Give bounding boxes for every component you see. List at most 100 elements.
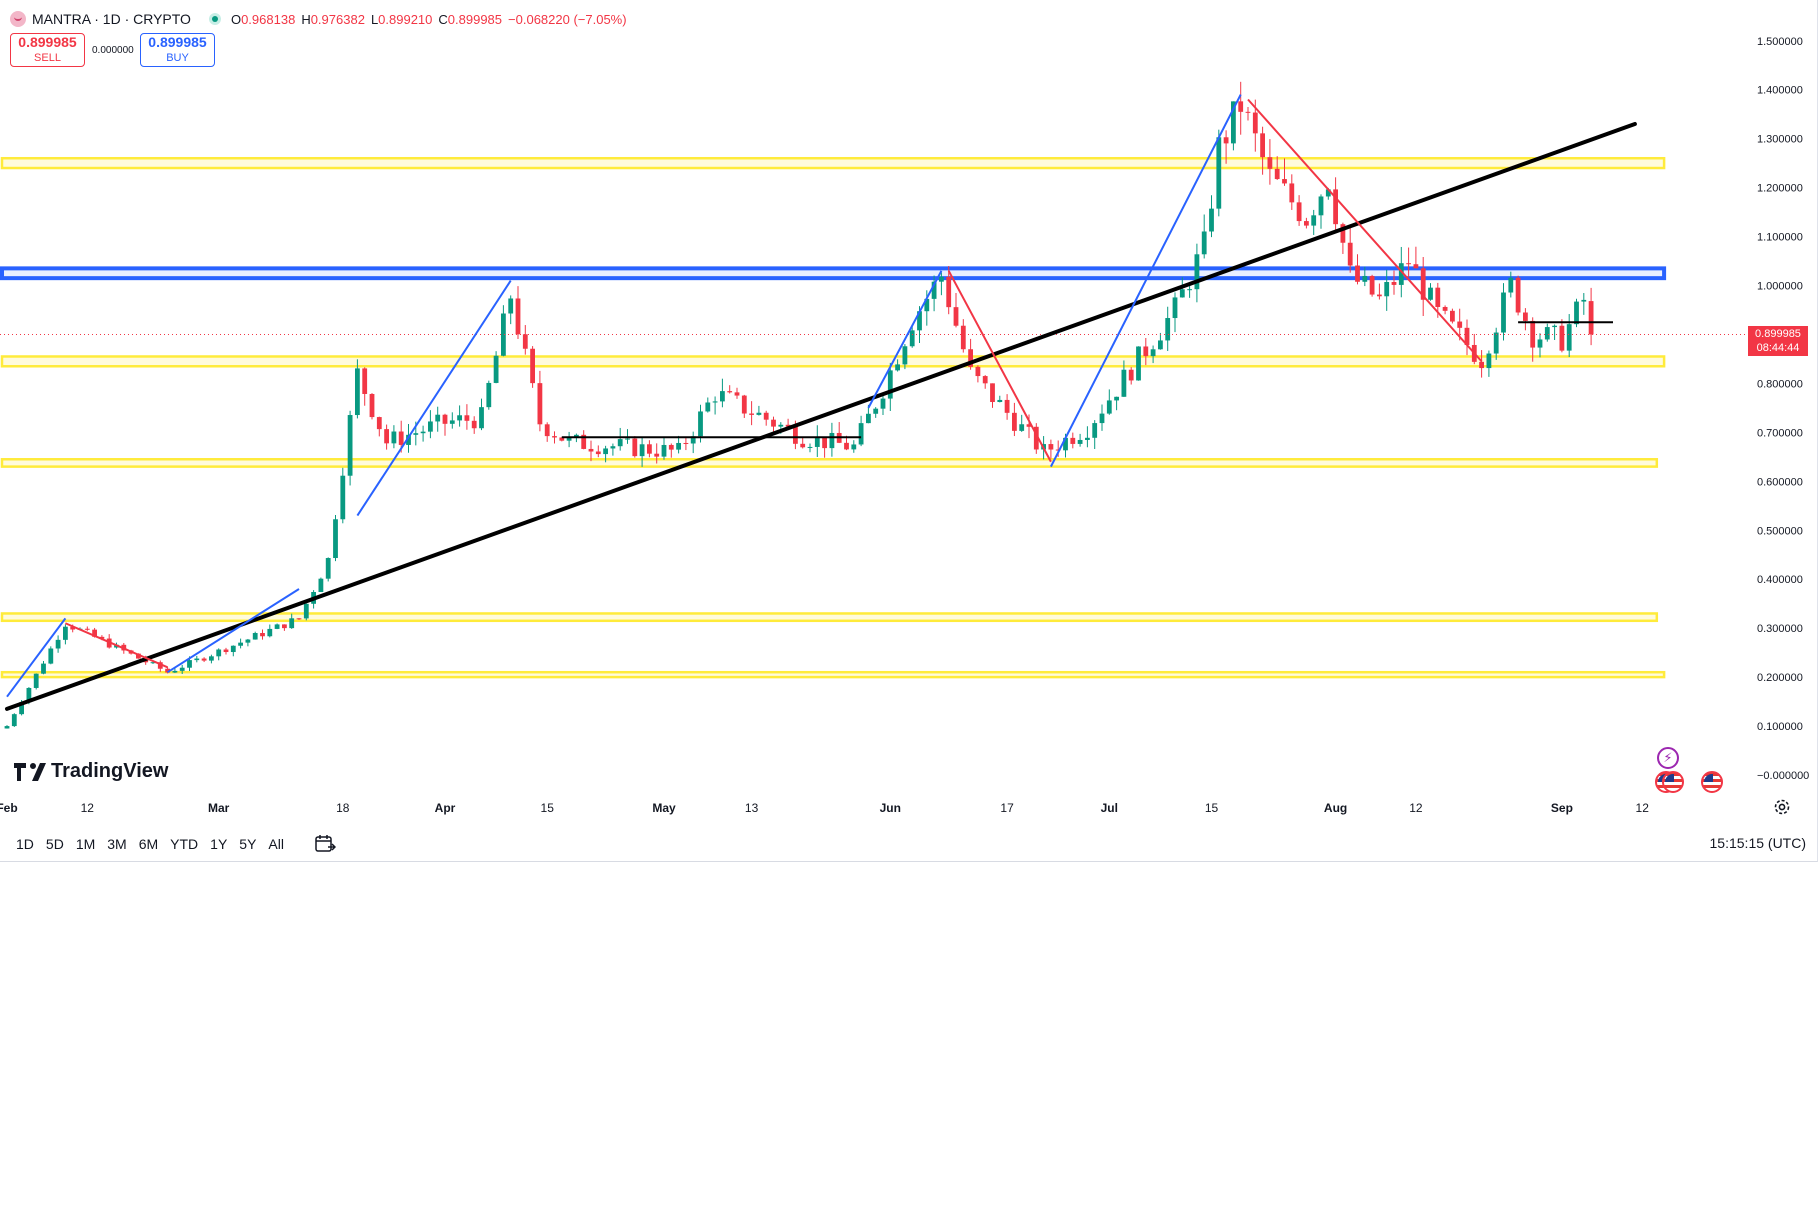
tradingview-logo-icon xyxy=(14,762,46,781)
candle-body xyxy=(1318,196,1324,216)
price-axis-label: 0.400000 xyxy=(1757,574,1803,586)
candle xyxy=(1566,314,1572,358)
candle-body xyxy=(1231,101,1236,144)
candle xyxy=(1282,158,1287,186)
candle xyxy=(1479,350,1484,378)
candle xyxy=(238,638,243,649)
candle-body xyxy=(829,432,835,449)
buy-button[interactable]: 0.899985 BUY xyxy=(140,33,215,67)
candle-body xyxy=(376,417,382,430)
time-axis-label: Aug xyxy=(1324,801,1347,815)
candle-body xyxy=(267,628,273,637)
candle xyxy=(1048,439,1054,459)
candle xyxy=(1471,333,1477,365)
candle-body xyxy=(296,618,302,620)
candle xyxy=(1355,254,1360,285)
candle xyxy=(1588,287,1594,346)
candle xyxy=(690,431,696,454)
candle xyxy=(756,405,762,416)
candle-body xyxy=(384,429,389,444)
candle xyxy=(873,407,879,418)
ohlc-value: 0.968138 xyxy=(241,11,296,27)
time-axis-label: Jun xyxy=(880,801,901,815)
swing-up-line xyxy=(356,280,512,517)
range-button-all[interactable]: All xyxy=(268,836,284,852)
gear-icon[interactable] xyxy=(1772,797,1792,817)
resistance-zone xyxy=(0,266,1667,281)
range-button-1y[interactable]: 1Y xyxy=(210,836,228,852)
candle xyxy=(4,725,10,729)
price-axis-label: 0.800000 xyxy=(1757,378,1803,390)
candle xyxy=(1457,308,1463,341)
range-button-1m[interactable]: 1M xyxy=(75,836,96,852)
utc-clock[interactable]: 15:15:15 (UTC) xyxy=(1709,835,1806,851)
candle-body xyxy=(1574,301,1579,325)
range-button-5y[interactable]: 5Y xyxy=(239,836,257,852)
chart-container[interactable]: 1.500000 1.400000 1.300000 1.200000 1.100000… xyxy=(0,0,1818,862)
candle xyxy=(216,648,222,661)
candle xyxy=(866,404,871,424)
candle xyxy=(610,443,616,456)
time-axis-label: Feb xyxy=(0,801,18,815)
candle xyxy=(1194,243,1200,303)
us-flag-event-icon[interactable] xyxy=(1662,771,1684,793)
candle xyxy=(1019,414,1025,432)
range-button-3m[interactable]: 3M xyxy=(107,836,127,852)
candle-body xyxy=(1384,282,1390,297)
candle xyxy=(165,667,170,674)
candle-body xyxy=(749,413,754,415)
us-flag-event-icon[interactable] xyxy=(1701,771,1723,793)
candle xyxy=(1493,327,1499,360)
support-zone xyxy=(0,156,1666,170)
range-button-6m[interactable]: 6M xyxy=(138,836,159,852)
candle-body xyxy=(355,368,360,416)
time-axis-label: 17 xyxy=(1000,801,1014,815)
symbol-title[interactable]: MANTRA · 1D · CRYPTO xyxy=(32,11,191,27)
candle xyxy=(1428,283,1433,301)
candle-body xyxy=(610,446,616,449)
candle xyxy=(1092,420,1098,450)
candle-body xyxy=(230,645,236,653)
candle xyxy=(537,370,543,432)
candle xyxy=(376,416,382,437)
range-button-1d[interactable]: 1D xyxy=(16,836,34,852)
range-button-ytd[interactable]: YTD xyxy=(170,836,199,852)
candle-body xyxy=(1194,254,1200,290)
candle-body xyxy=(508,298,514,314)
tradingview-logo[interactable]: TradingView xyxy=(14,760,168,783)
price-axis-label: 1.500000 xyxy=(1757,36,1803,48)
candle xyxy=(41,660,46,675)
candle xyxy=(1515,275,1521,316)
ohlc-values: O0.968138 H0.976382 L0.899210 C0.899985 −0.0… xyxy=(231,12,633,27)
symbol-header: MANTRA · 1D · CRYPTO O0.968138 H0.976382 L… xyxy=(10,8,633,30)
candle xyxy=(771,416,776,433)
candle xyxy=(1136,346,1141,381)
candle-body xyxy=(1442,306,1448,311)
candle-body xyxy=(595,451,601,455)
candle-body xyxy=(880,398,886,409)
candle-body xyxy=(756,412,762,415)
range-button-5d[interactable]: 5D xyxy=(45,836,64,852)
price-axis-label: 1.300000 xyxy=(1757,134,1803,146)
candle-body xyxy=(1136,346,1141,381)
candle-body xyxy=(1209,208,1214,232)
candle xyxy=(296,618,302,620)
candle-body xyxy=(165,668,170,673)
candle-body xyxy=(1552,325,1557,328)
candle xyxy=(712,396,718,415)
calendar-range-icon[interactable] xyxy=(314,833,336,855)
time-axis-label: 12 xyxy=(1409,801,1423,815)
candle xyxy=(931,275,937,312)
swing-down-line xyxy=(947,270,1052,463)
candle-body xyxy=(223,649,229,653)
price-chart[interactable]: 1.500000 1.400000 1.300000 1.200000 1.100000… xyxy=(0,0,1818,862)
ohlc-key: H xyxy=(301,11,311,27)
price-axis-label: 0.600000 xyxy=(1757,476,1803,488)
candle-body xyxy=(931,281,937,299)
lightning-event-icon[interactable]: ⚡ xyxy=(1657,747,1679,769)
candle-body xyxy=(209,656,214,661)
candle-body xyxy=(1457,321,1463,328)
candle xyxy=(800,436,806,449)
sell-button[interactable]: 0.899985 SELL xyxy=(10,33,85,67)
candle-body xyxy=(4,726,10,729)
